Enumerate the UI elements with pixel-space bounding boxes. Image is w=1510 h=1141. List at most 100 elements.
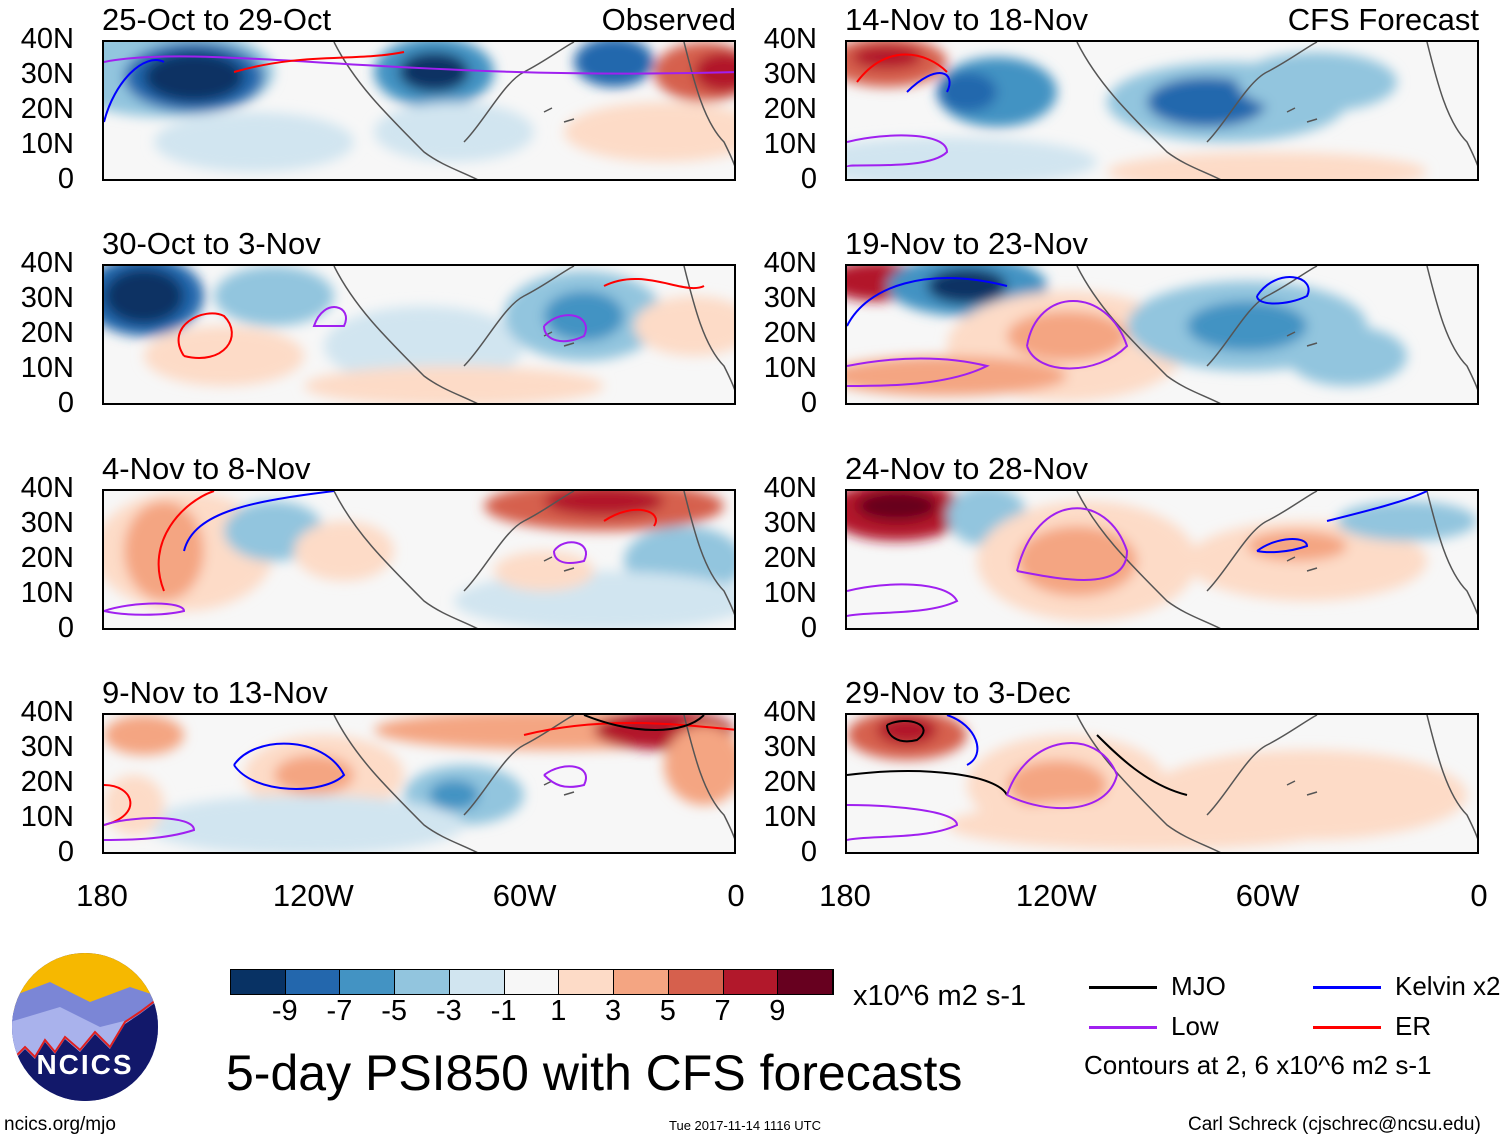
wave-contour — [946, 715, 979, 766]
wave-contour — [1256, 538, 1309, 554]
wave-contour — [1006, 741, 1119, 810]
lat-label: 40N — [763, 472, 817, 504]
colorbar-tick-label: -9 — [271, 995, 298, 1027]
psi850-map-panel — [102, 489, 736, 630]
anomaly-region — [564, 102, 734, 162]
anomaly-region — [144, 52, 244, 102]
coastline — [333, 491, 734, 628]
wave-contour — [847, 770, 1008, 796]
lat-label: 20N — [763, 542, 817, 574]
anomaly-region — [304, 366, 604, 403]
anomaly-region — [1287, 326, 1407, 386]
wave-contour — [553, 541, 587, 564]
lat-label: 20N — [763, 766, 817, 798]
coastline — [1076, 715, 1477, 852]
wave-contour — [183, 491, 335, 552]
colorbar — [230, 969, 834, 995]
lat-label: 20N — [20, 542, 74, 574]
anomaly-region — [574, 42, 654, 87]
panel-title: 4-Nov to 8-Nov — [102, 451, 311, 486]
lon-label: 120W — [1015, 878, 1097, 913]
lat-label: 40N — [20, 247, 74, 279]
lat-label: 30N — [20, 58, 74, 90]
anomaly-region — [104, 715, 184, 755]
wave-contour — [847, 277, 1008, 327]
anomaly-region — [144, 326, 304, 386]
wave-contour — [847, 804, 959, 841]
wave-contour — [543, 314, 587, 343]
anomaly-region — [124, 501, 204, 601]
anomaly-region — [1187, 521, 1427, 601]
wave-contour — [847, 357, 990, 387]
lat-label: 40N — [20, 472, 74, 504]
wave-contour — [603, 277, 705, 290]
anomaly-region — [947, 800, 1347, 850]
anomaly-region — [1007, 760, 1107, 810]
coastline — [333, 715, 734, 852]
lat-label: 40N — [763, 696, 817, 728]
wave-contour — [104, 59, 165, 123]
colorbar-tick-label: 9 — [769, 995, 786, 1027]
wave-contour — [177, 312, 233, 359]
lon-label: 0 — [1470, 878, 1488, 913]
lat-label: 0 — [57, 387, 74, 419]
lat-label: 30N — [763, 731, 817, 763]
anomaly-region — [154, 112, 354, 172]
wave-contour — [856, 53, 948, 83]
footer-url[interactable]: ncics.org/mjo — [4, 1114, 116, 1135]
anomaly-region — [937, 72, 997, 112]
colorbar-swatch — [395, 970, 450, 994]
anomaly-region — [857, 491, 937, 521]
logo-text: NCICS — [36, 1049, 133, 1080]
wave-contour — [1326, 491, 1428, 522]
lon-label: 0 — [727, 878, 745, 913]
wave-contour — [523, 722, 734, 736]
panel-source-label: CFS Forecast — [1287, 2, 1479, 37]
colorbar-swatch — [504, 970, 560, 994]
anomaly-region — [214, 266, 334, 326]
colorbar-tick-label: 3 — [605, 995, 622, 1027]
lon-label: 60W — [492, 878, 557, 913]
colorbar-swatch — [285, 970, 341, 994]
anomaly-region — [274, 755, 354, 795]
anomaly-region — [634, 296, 734, 356]
anomaly-region — [144, 795, 464, 852]
wave-contour — [847, 583, 959, 617]
colorbar-swatch — [449, 970, 505, 994]
anomaly-region — [429, 780, 479, 810]
panel-title: 25-Oct to 29-Oct — [102, 2, 332, 37]
lat-label: 30N — [20, 282, 74, 314]
wave-contour — [543, 765, 587, 788]
footer-author: Carl Schreck (cjschrec@ncsu.edu) — [1188, 1114, 1481, 1135]
lat-label: 10N — [763, 801, 817, 833]
lon-label: 120W — [272, 878, 354, 913]
lat-label: 10N — [763, 577, 817, 609]
anomaly-region — [1007, 311, 1127, 361]
legend-label: Low — [1171, 1011, 1219, 1041]
lat-label: 0 — [800, 612, 817, 644]
anomaly-region — [104, 775, 164, 835]
wave-contour — [233, 51, 405, 73]
lat-label: 0 — [57, 163, 74, 195]
lat-label: 0 — [800, 836, 817, 868]
anomaly-region — [1247, 531, 1347, 561]
anomaly-region — [847, 137, 1097, 179]
colorbar-tick-label: 5 — [659, 995, 676, 1027]
wave-contour — [1016, 507, 1129, 581]
wave-contour — [1026, 300, 1129, 370]
lon-label: 60W — [1235, 878, 1300, 913]
wave-contour — [104, 55, 734, 75]
colorbar-units: x10^6 m2 s-1 — [853, 980, 1027, 1012]
wave-contour — [1256, 276, 1310, 305]
lat-label: 0 — [57, 836, 74, 868]
lat-label: 30N — [20, 507, 74, 539]
anomaly-region — [1017, 526, 1137, 596]
lon-label: 180 — [819, 878, 871, 913]
lat-label: 20N — [763, 317, 817, 349]
anomaly-region — [104, 268, 184, 324]
legend-line — [1313, 986, 1381, 989]
lat-label: 10N — [20, 352, 74, 384]
psi850-map-panel — [845, 264, 1479, 405]
anomaly-region — [324, 306, 524, 386]
anomaly-region — [374, 102, 534, 162]
